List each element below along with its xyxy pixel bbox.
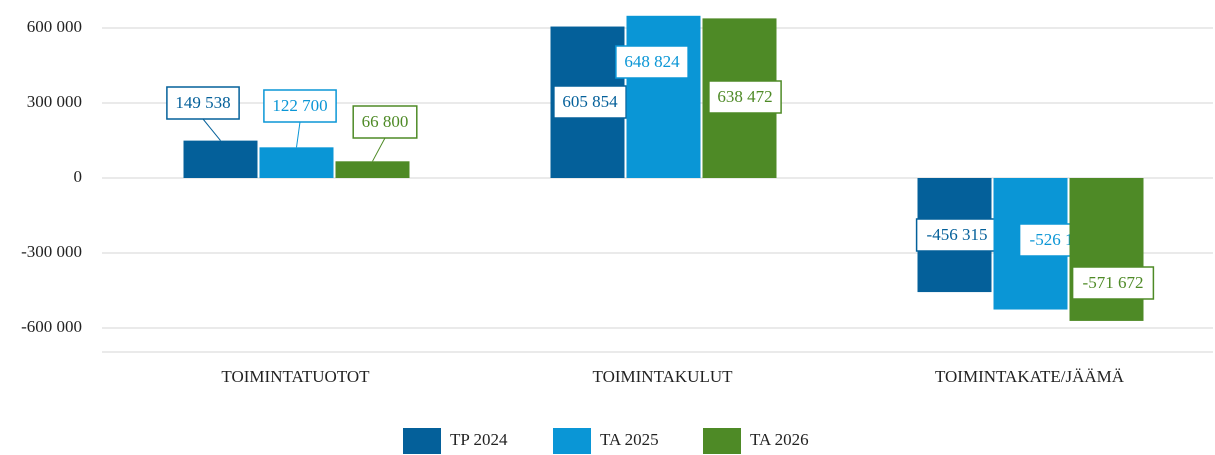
data-label: 66 800	[362, 112, 409, 131]
data-label: 122 700	[272, 96, 327, 115]
data-label-box	[1071, 266, 1155, 300]
data-label-box	[352, 105, 418, 139]
data-label-box	[553, 85, 627, 119]
data-label: 638 472	[717, 87, 772, 106]
data-label: -456 315	[927, 225, 988, 244]
data-label-box	[615, 45, 689, 79]
y-tick-label: -300 000	[21, 242, 82, 261]
legend-swatch	[703, 428, 741, 454]
bar	[335, 161, 410, 178]
x-tick-label: TOIMINTAKULUT	[593, 367, 734, 386]
legend-swatch	[553, 428, 591, 454]
y-tick-label: 300 000	[27, 92, 82, 111]
bar	[259, 147, 334, 178]
data-label: -571 672	[1083, 273, 1144, 292]
data-label-box	[708, 80, 782, 114]
bar	[626, 15, 701, 178]
legend-label: TP 2024	[450, 430, 508, 449]
data-label-box	[166, 86, 240, 120]
y-tick-label: -600 000	[21, 317, 82, 336]
leader-line	[372, 137, 386, 162]
data-label-box	[263, 89, 337, 123]
x-tick-label: TOIMINTAKATE/JÄÄMÄ	[935, 367, 1125, 386]
legend-label: TA 2026	[750, 430, 809, 449]
data-label: 149 538	[175, 93, 230, 112]
x-tick-label: TOIMINTATUOTOT	[221, 367, 370, 386]
y-tick-label: 0	[74, 167, 83, 186]
data-label-box	[915, 218, 999, 252]
y-tick-label: 600 000	[27, 17, 82, 36]
legend-label: TA 2025	[600, 430, 659, 449]
leader-line	[202, 118, 221, 141]
data-label: 648 824	[624, 52, 680, 71]
legend-swatch	[403, 428, 441, 454]
data-label: 605 854	[562, 92, 618, 111]
leader-line	[296, 121, 301, 148]
bar	[183, 140, 258, 178]
